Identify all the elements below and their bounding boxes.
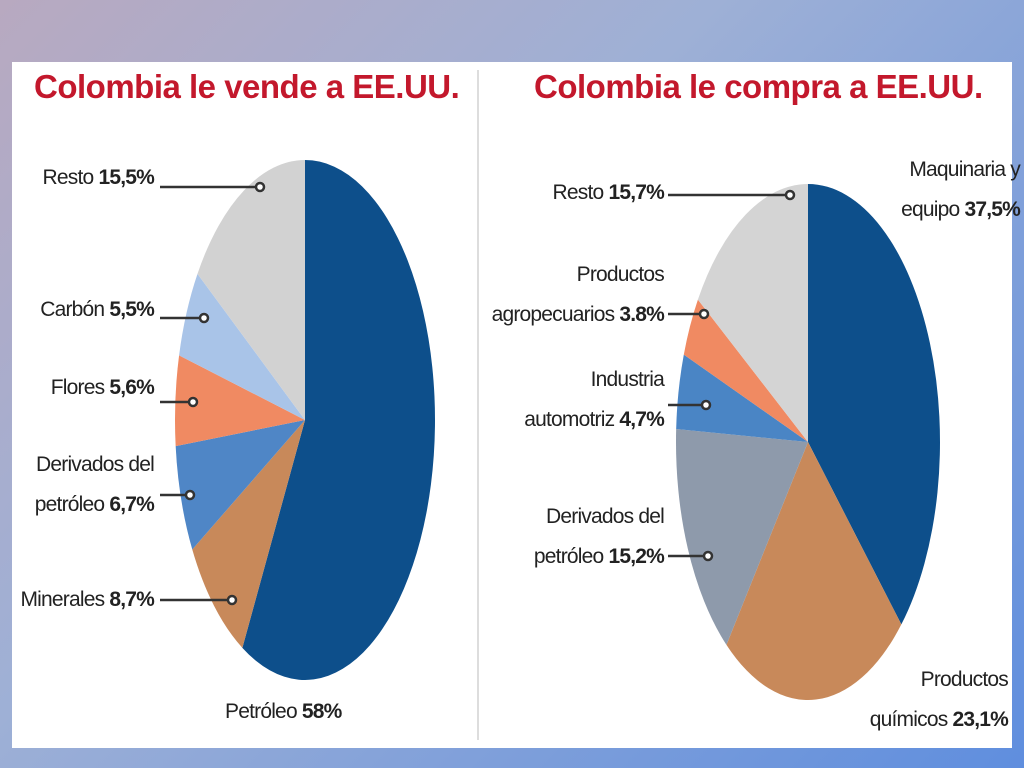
slice-label: Productos químicos 23,1% <box>852 660 1009 740</box>
category: Productos químicos <box>869 668 1009 731</box>
value-label: 4,7% <box>619 408 664 431</box>
value-label: 58% <box>301 700 342 723</box>
slice-label: Derivados del petróleo 15,2% <box>520 497 665 577</box>
category: Petróleo <box>225 700 298 723</box>
slice-label: Industria automotriz 4,7% <box>510 360 665 440</box>
value-label: 37,5% <box>964 198 1020 221</box>
leaders <box>160 181 796 606</box>
pie-slice <box>179 273 305 420</box>
leader-dot <box>198 312 210 324</box>
category: Derivados del petróleo <box>533 505 665 568</box>
leader-dot <box>698 308 710 320</box>
category: Derivados del petróleo <box>34 453 155 516</box>
category: Resto <box>42 166 95 189</box>
slice-label: Resto 15,5% <box>20 158 155 198</box>
leader-dot <box>700 399 712 411</box>
category: Carbón <box>40 298 105 321</box>
pie-slice <box>676 354 808 442</box>
value-label: 23,1% <box>952 708 1008 731</box>
category: Flores <box>50 376 105 399</box>
pie-slice <box>697 184 808 442</box>
leader-dot <box>254 181 266 193</box>
slice-label: Petróleo 58% <box>225 692 365 732</box>
category: Resto <box>552 181 605 204</box>
leader-dot <box>226 594 238 606</box>
slice-label: Carbón 5,5% <box>20 290 155 330</box>
value-label: 15,7% <box>608 181 664 204</box>
category: Maquinaria y equipo <box>901 158 1021 221</box>
slice-label: Resto 15,7% <box>520 173 665 213</box>
slice-label: Flores 5,6% <box>20 368 155 408</box>
pie-slice <box>676 429 808 645</box>
pie-slice <box>197 160 305 420</box>
leader-dot <box>187 396 199 408</box>
leader-dot <box>784 189 796 201</box>
pie-slice <box>683 299 808 442</box>
pie-slice <box>175 355 305 447</box>
slice-label: Minerales 8,7% <box>8 580 154 620</box>
slice-label: Productos agropecuarios 3.8% <box>480 255 665 335</box>
value-label: 6,7% <box>109 493 154 516</box>
category: Minerales <box>20 588 105 611</box>
category: Productos agropecuarios <box>491 263 665 326</box>
pie-slice <box>242 160 436 680</box>
pie-slice <box>192 420 305 648</box>
pie-slice <box>808 184 940 625</box>
value-label: 8,7% <box>109 588 154 611</box>
leader-dot <box>702 550 714 562</box>
value-label: 5,5% <box>109 298 154 321</box>
slice-label: Maquinaria y equipo 37,5% <box>878 150 1021 230</box>
pie-slice <box>726 442 902 700</box>
pie-slice <box>175 420 305 550</box>
chart-title: Colombia le compra a EE.UU. <box>534 68 983 105</box>
value-label: 15,5% <box>98 166 154 189</box>
slice-label: Derivados del petróleo 6,7% <box>20 445 155 525</box>
chart-title: Colombia le vende a EE.UU. <box>34 68 460 105</box>
leader-dot <box>184 489 196 501</box>
value-label: 3.8% <box>619 303 664 326</box>
value-label: 5,6% <box>109 376 154 399</box>
category: Industria automotriz <box>524 368 665 431</box>
value-label: 15,2% <box>608 545 664 568</box>
